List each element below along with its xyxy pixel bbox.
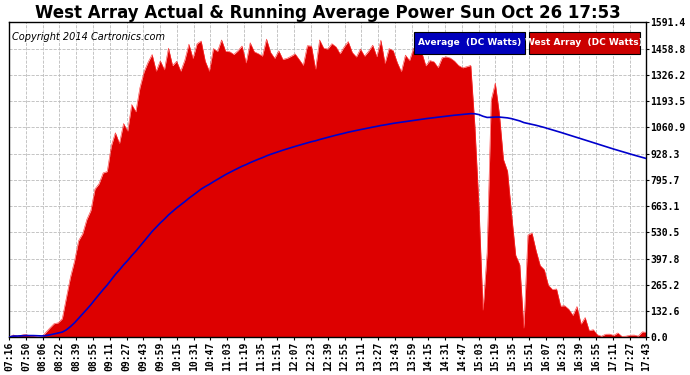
Text: Copyright 2014 Cartronics.com: Copyright 2014 Cartronics.com [12,32,166,42]
Title: West Array Actual & Running Average Power Sun Oct 26 17:53: West Array Actual & Running Average Powe… [35,4,621,22]
FancyBboxPatch shape [529,32,640,54]
Text: Average  (DC Watts): Average (DC Watts) [418,38,521,47]
Text: West Array  (DC Watts): West Array (DC Watts) [525,38,643,47]
FancyBboxPatch shape [414,32,525,54]
